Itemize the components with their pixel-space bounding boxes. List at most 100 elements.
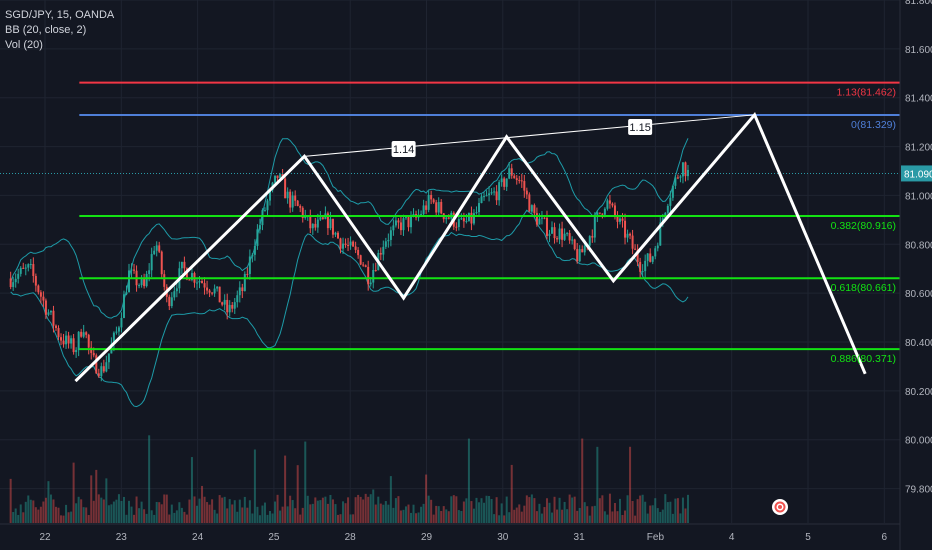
volume-bar: [545, 498, 548, 523]
volume-bar: [586, 506, 589, 523]
volume-bar: [450, 496, 453, 523]
volume-bar: [311, 503, 314, 523]
zigzag-drawing[interactable]: 1.14 1.15: [74, 111, 867, 383]
candle-body: [102, 366, 105, 372]
volume-bar: [52, 499, 55, 523]
volume-bar: [316, 500, 319, 523]
volume-bar: [500, 503, 503, 523]
candle-body: [34, 276, 37, 286]
candle-body: [155, 245, 158, 251]
price-axis[interactable]: 81.800 81.600 81.400 81.200 81.000 80.800 80.6…: [899, 0, 932, 550]
fib-label: 0.618(80.661): [831, 282, 896, 294]
volume-bar: [548, 502, 551, 523]
volume-bar: [153, 514, 156, 523]
candle-body: [258, 225, 261, 230]
candle-body: [208, 290, 211, 293]
volume-bar: [286, 506, 289, 523]
price-tick-label: 81.000: [905, 191, 932, 202]
volume-bar: [80, 499, 83, 523]
volume-bar: [435, 505, 438, 523]
candle-body: [591, 236, 594, 238]
volume-bar: [573, 496, 576, 523]
candle-body: [493, 191, 496, 193]
candle-body: [44, 300, 47, 315]
candle-body: [357, 249, 360, 256]
volume-bar: [44, 497, 47, 523]
candle-body: [480, 196, 483, 204]
candle-body: [158, 245, 161, 252]
candle-body: [294, 195, 297, 201]
candle-body: [561, 228, 564, 240]
indicator-vol[interactable]: Vol (20): [5, 39, 43, 51]
candle-body: [24, 267, 27, 269]
volume-bar: [427, 495, 430, 523]
candle-body: [261, 210, 264, 226]
volume-bar: [150, 510, 153, 523]
candle-body: [22, 267, 25, 269]
volume-bar: [102, 499, 105, 523]
volume-bar: [556, 509, 559, 523]
candle-body: [65, 335, 68, 345]
candle-body: [188, 279, 191, 281]
candle-body: [389, 230, 392, 240]
symbol-title[interactable]: SGD/JPY, 15, OANDA: [5, 9, 115, 21]
volume-bar: [279, 510, 282, 523]
volume-bar: [291, 500, 294, 523]
volume-bar: [347, 497, 350, 523]
volume-bar: [472, 508, 475, 523]
volume-bar: [314, 497, 317, 523]
candle-body: [311, 223, 314, 229]
time-axis[interactable]: 22 23 24 25 28 29 30 31 Feb 4 5 6: [0, 523, 900, 543]
volume-bar: [646, 513, 649, 523]
candle-body: [613, 205, 616, 216]
candle-body: [404, 217, 407, 219]
volume-bar: [324, 496, 327, 523]
candle-body: [32, 264, 35, 277]
volume-bar: [77, 496, 80, 523]
candle-body: [483, 196, 486, 198]
candle-body: [528, 194, 531, 212]
candle-body: [289, 191, 292, 208]
candle-body: [183, 261, 186, 269]
volume-bar: [29, 499, 32, 523]
volume-bar: [160, 504, 163, 523]
candle-body: [14, 278, 17, 283]
volume-bar: [538, 503, 541, 523]
candle-body: [425, 205, 428, 210]
volume-bar: [357, 494, 360, 523]
time-tick-label: 31: [574, 532, 586, 543]
volume-bar: [251, 513, 254, 523]
candle-body: [321, 217, 324, 219]
target-icon[interactable]: [771, 498, 789, 516]
volume-bar: [145, 513, 148, 523]
volume-bar: [125, 514, 128, 523]
price-tick-label: 81.400: [905, 94, 932, 105]
indicator-bb[interactable]: BB (20, close, 2): [5, 24, 87, 36]
candle-body: [447, 217, 450, 219]
volume-bar: [115, 499, 118, 523]
volume-bar: [334, 504, 337, 523]
volume-bar: [462, 501, 465, 523]
candle-body: [518, 179, 521, 181]
candle-body: [314, 223, 317, 228]
volume-bar: [495, 497, 498, 523]
candle-body: [122, 294, 125, 318]
candle-body: [598, 212, 601, 214]
candle-body: [684, 162, 687, 177]
volume-bar: [455, 496, 458, 523]
price-tick-label: 80.800: [905, 240, 932, 251]
candle-body: [362, 264, 365, 266]
fib-label: 0.886(80.371): [831, 353, 896, 365]
candle-body: [576, 249, 579, 262]
candle-body: [201, 281, 204, 284]
volume-bar: [533, 498, 536, 523]
chart-legend: SGD/JPY, 15, OANDA BB (20, close, 2) Vol…: [5, 8, 114, 53]
candle-body: [508, 168, 511, 179]
volume-bar: [404, 506, 407, 523]
volume-bar: [143, 509, 146, 523]
candle-body: [644, 260, 647, 272]
price-tick-label: 80.200: [905, 387, 932, 398]
volume-bar: [306, 495, 309, 523]
fib-levels: [0, 81, 900, 351]
